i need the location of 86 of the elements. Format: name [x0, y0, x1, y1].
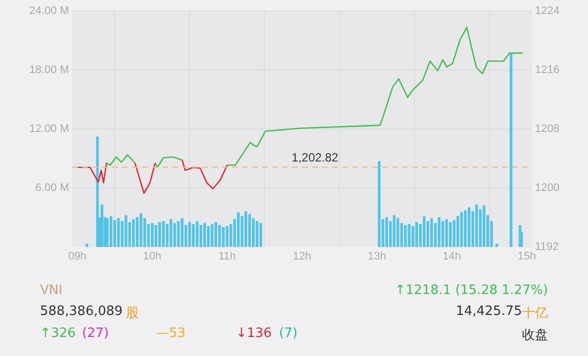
- bar: [177, 221, 180, 247]
- text: 14,425.75: [456, 304, 522, 319]
- bar: [422, 216, 426, 247]
- bar: [385, 217, 388, 247]
- text: VNI: [40, 283, 62, 298]
- x-tick-label: 10h: [142, 250, 162, 263]
- bar: [442, 221, 444, 247]
- bar: [482, 205, 486, 247]
- bar: [150, 223, 154, 247]
- bar: [136, 217, 139, 247]
- y2-tick-label: 1200: [535, 182, 560, 194]
- bar: [396, 218, 400, 247]
- y-tick-label: 18.00 M: [29, 64, 69, 76]
- bar: [86, 244, 88, 247]
- x-tick-label: 12h: [292, 250, 312, 263]
- text: ↑1218.1 (15.28 1.27%): [394, 283, 548, 298]
- text: ↓136: [236, 326, 272, 341]
- bar: [192, 224, 195, 247]
- bar: [408, 224, 410, 247]
- bar: [430, 218, 433, 247]
- y2-tick-label: 1208: [535, 123, 560, 136]
- bar: [222, 227, 225, 247]
- bar: [468, 207, 470, 247]
- bar: [113, 220, 116, 247]
- bar: [214, 222, 218, 247]
- bar: [475, 204, 478, 247]
- x-tick-label: 13h: [368, 250, 386, 263]
- x-tick-label: 09h: [68, 250, 86, 263]
- bar: [415, 222, 418, 247]
- bar: [412, 226, 414, 247]
- bar: [158, 222, 161, 247]
- ref-line-label: 1,202.82: [292, 150, 339, 165]
- bar: [404, 225, 407, 247]
- bar: [392, 215, 396, 247]
- text: —53: [156, 326, 186, 341]
- bar: [154, 225, 158, 247]
- bar: [180, 218, 184, 247]
- text: ↑326: [40, 326, 76, 341]
- bar: [170, 219, 172, 247]
- bar: [452, 220, 456, 247]
- bar: [445, 219, 448, 247]
- bar: [438, 217, 440, 247]
- bar: [203, 223, 206, 247]
- bar: [248, 214, 251, 247]
- y2-tick-label: 1224: [535, 5, 560, 18]
- bar: [140, 213, 142, 247]
- bar: [117, 218, 120, 247]
- bar: [218, 225, 221, 247]
- text: (7): [279, 326, 298, 341]
- bar: [162, 221, 165, 247]
- bar: [460, 212, 463, 247]
- bar: [110, 216, 112, 247]
- bar: [252, 218, 255, 247]
- bar: [196, 221, 198, 247]
- bar: [256, 221, 258, 247]
- bar: [188, 222, 191, 247]
- bar: [124, 215, 128, 247]
- bar: [106, 218, 109, 247]
- bar: [200, 225, 202, 247]
- x-tick-label: 11h: [218, 250, 236, 263]
- bar: [236, 212, 240, 247]
- y-tick-label: 6.00 M: [35, 182, 69, 194]
- y2-tick-label: 1216: [535, 64, 560, 76]
- bar: [244, 211, 248, 247]
- bar: [464, 210, 467, 247]
- bar: [259, 223, 262, 247]
- text: 十亿: [522, 305, 548, 322]
- bar: [226, 226, 228, 247]
- text: 收盘: [522, 327, 548, 344]
- bar: [456, 216, 460, 247]
- text: 588,386,089: [40, 304, 123, 319]
- bar: [495, 244, 498, 247]
- bar: [378, 161, 380, 247]
- y-tick-label: 24.00 M: [29, 5, 69, 18]
- bar: [449, 222, 452, 247]
- bar: [207, 226, 210, 247]
- x-tick-label: 14h: [442, 250, 462, 263]
- bar: [132, 219, 135, 247]
- y-tick-label: 12.00 M: [29, 123, 69, 136]
- bar: [173, 223, 176, 247]
- text: (27): [82, 326, 109, 341]
- text: 股: [126, 305, 139, 322]
- x-tick-label: 15h: [518, 250, 536, 263]
- bar: [510, 54, 512, 247]
- y2-tick-label: 1192: [535, 241, 559, 254]
- bar: [210, 224, 214, 247]
